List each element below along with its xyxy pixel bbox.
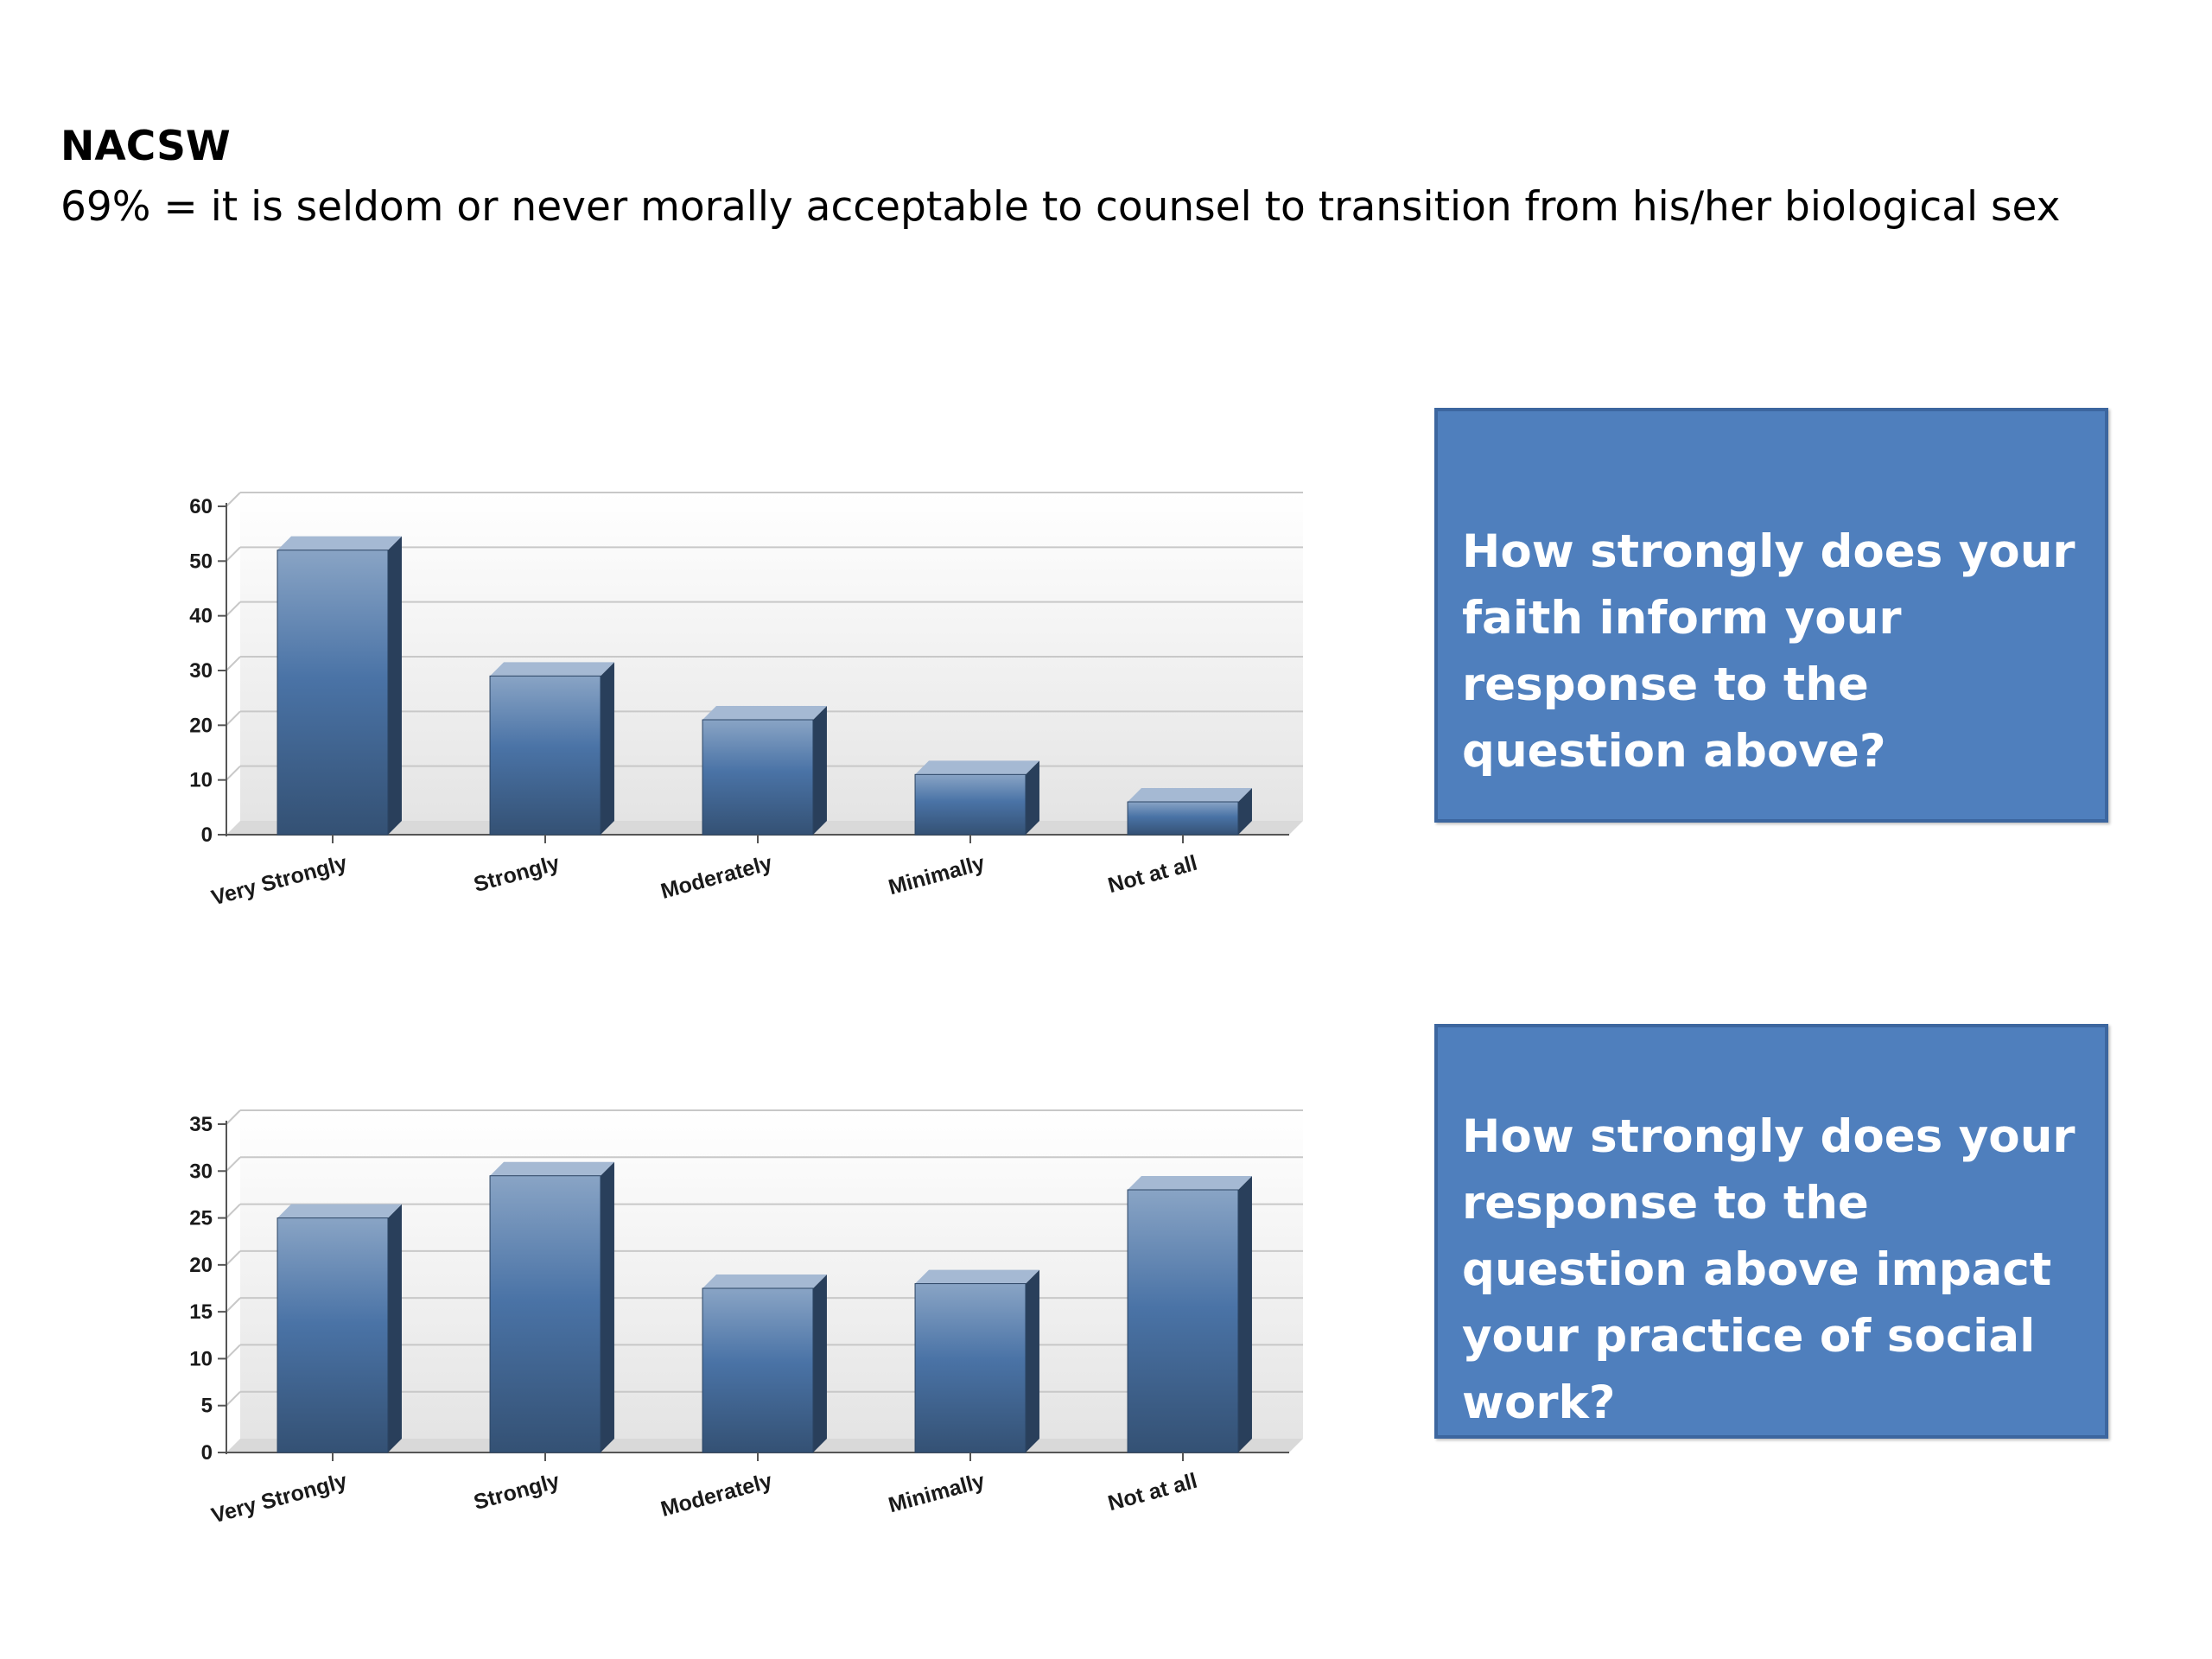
bar-top bbox=[277, 536, 402, 550]
x-tick-label: Moderately bbox=[658, 851, 775, 904]
y-tick-label: 0 bbox=[201, 823, 213, 847]
y-tick-label: 20 bbox=[189, 1254, 213, 1277]
practice-impact-chart-svg: 0 5 10 15 20 25 30 35 Very Strongly Strongly Moder… bbox=[189, 1109, 1303, 1529]
y-tick-label: 60 bbox=[189, 495, 213, 518]
gridline-side bbox=[226, 710, 241, 727]
bar-side bbox=[1237, 1176, 1252, 1452]
gridline-side bbox=[226, 656, 241, 671]
y-tick-label: 5 bbox=[201, 1395, 213, 1418]
x-tick-label: Moderately bbox=[658, 1469, 775, 1522]
faith-question-box: How strongly does your faith inform your… bbox=[1434, 408, 2108, 823]
x-tick-label: Not at all bbox=[1105, 851, 1199, 898]
practice-question-box: How strongly does your response to the q… bbox=[1434, 1024, 2108, 1439]
y-tick-label: 30 bbox=[189, 1160, 213, 1183]
y-tick-label: 40 bbox=[189, 605, 213, 628]
bar bbox=[914, 1283, 1027, 1453]
bar-top bbox=[490, 1161, 614, 1176]
y-tick-label: 10 bbox=[189, 1347, 213, 1370]
bar-side bbox=[812, 1274, 827, 1452]
bar bbox=[702, 1287, 814, 1453]
bar bbox=[489, 1175, 601, 1453]
x-tick-label: Minimally bbox=[886, 851, 987, 900]
practice-impact-bar-chart: 0 5 10 15 20 25 30 35 Very Strongly Strongly Moder… bbox=[147, 1067, 1305, 1551]
y-tick-label: 20 bbox=[189, 714, 213, 737]
bar bbox=[1127, 801, 1239, 836]
bar bbox=[702, 719, 814, 836]
bar-side bbox=[387, 1204, 402, 1452]
gridline-side bbox=[226, 1250, 241, 1266]
faith-question-text: How strongly does your faith inform your… bbox=[1462, 525, 2075, 778]
bar bbox=[914, 773, 1027, 836]
gridline-side bbox=[226, 1344, 241, 1360]
gridline-side bbox=[226, 1203, 241, 1219]
y-tick-label: 10 bbox=[189, 769, 213, 792]
bar-side bbox=[600, 662, 614, 835]
y-tick-label: 0 bbox=[201, 1441, 213, 1465]
faith-inform-bar-chart: 0 10 20 30 40 50 60 Very Strongly Strongly Modera… bbox=[147, 449, 1305, 933]
x-tick-label: Very Strongly bbox=[209, 851, 350, 911]
bar-top bbox=[1128, 1176, 1252, 1190]
slide-subtitle: 69% = it is seldom or never morally acce… bbox=[60, 183, 2061, 231]
slide-heading: NACSW bbox=[60, 123, 231, 170]
y-tick-label: 15 bbox=[189, 1300, 213, 1324]
gridline-side bbox=[226, 601, 241, 617]
gridline-side bbox=[226, 765, 241, 781]
bar-top bbox=[915, 760, 1039, 775]
bar-side bbox=[600, 1161, 614, 1452]
y-tick-label: 30 bbox=[189, 659, 213, 683]
bar bbox=[1127, 1189, 1239, 1453]
bar bbox=[276, 1217, 389, 1453]
bar-side bbox=[1025, 760, 1039, 835]
x-tick-label: Minimally bbox=[886, 1469, 987, 1518]
bar-top bbox=[277, 1204, 402, 1218]
faith-inform-chart-svg: 0 10 20 30 40 50 60 Very Strongly Strongly Modera… bbox=[189, 492, 1303, 911]
gridline-side bbox=[226, 492, 241, 507]
bar-side bbox=[387, 536, 402, 835]
bar-top bbox=[915, 1269, 1039, 1284]
gridline-side bbox=[226, 1109, 241, 1125]
bar-top bbox=[702, 1274, 827, 1288]
y-tick-label: 50 bbox=[189, 550, 213, 573]
bar-side bbox=[1025, 1269, 1039, 1452]
x-tick-label: Not at all bbox=[1105, 1469, 1199, 1516]
x-tick-label: Strongly bbox=[471, 851, 562, 897]
bar-side bbox=[1237, 788, 1252, 835]
bar-top bbox=[702, 706, 827, 720]
gridline-side bbox=[226, 1391, 241, 1407]
bar-top bbox=[1128, 788, 1252, 802]
bar-top bbox=[490, 662, 614, 677]
gridline-side bbox=[226, 1156, 241, 1172]
bar bbox=[489, 675, 601, 836]
y-tick-label: 25 bbox=[189, 1207, 213, 1230]
bar bbox=[276, 550, 389, 836]
y-tick-label: 35 bbox=[189, 1113, 213, 1136]
bar-side bbox=[812, 706, 827, 835]
x-tick-label: Very Strongly bbox=[209, 1469, 350, 1529]
gridline-side bbox=[226, 1297, 241, 1313]
gridline-side bbox=[226, 546, 241, 563]
practice-question-text: How strongly does your response to the q… bbox=[1462, 1110, 2075, 1429]
x-tick-label: Strongly bbox=[471, 1469, 562, 1515]
